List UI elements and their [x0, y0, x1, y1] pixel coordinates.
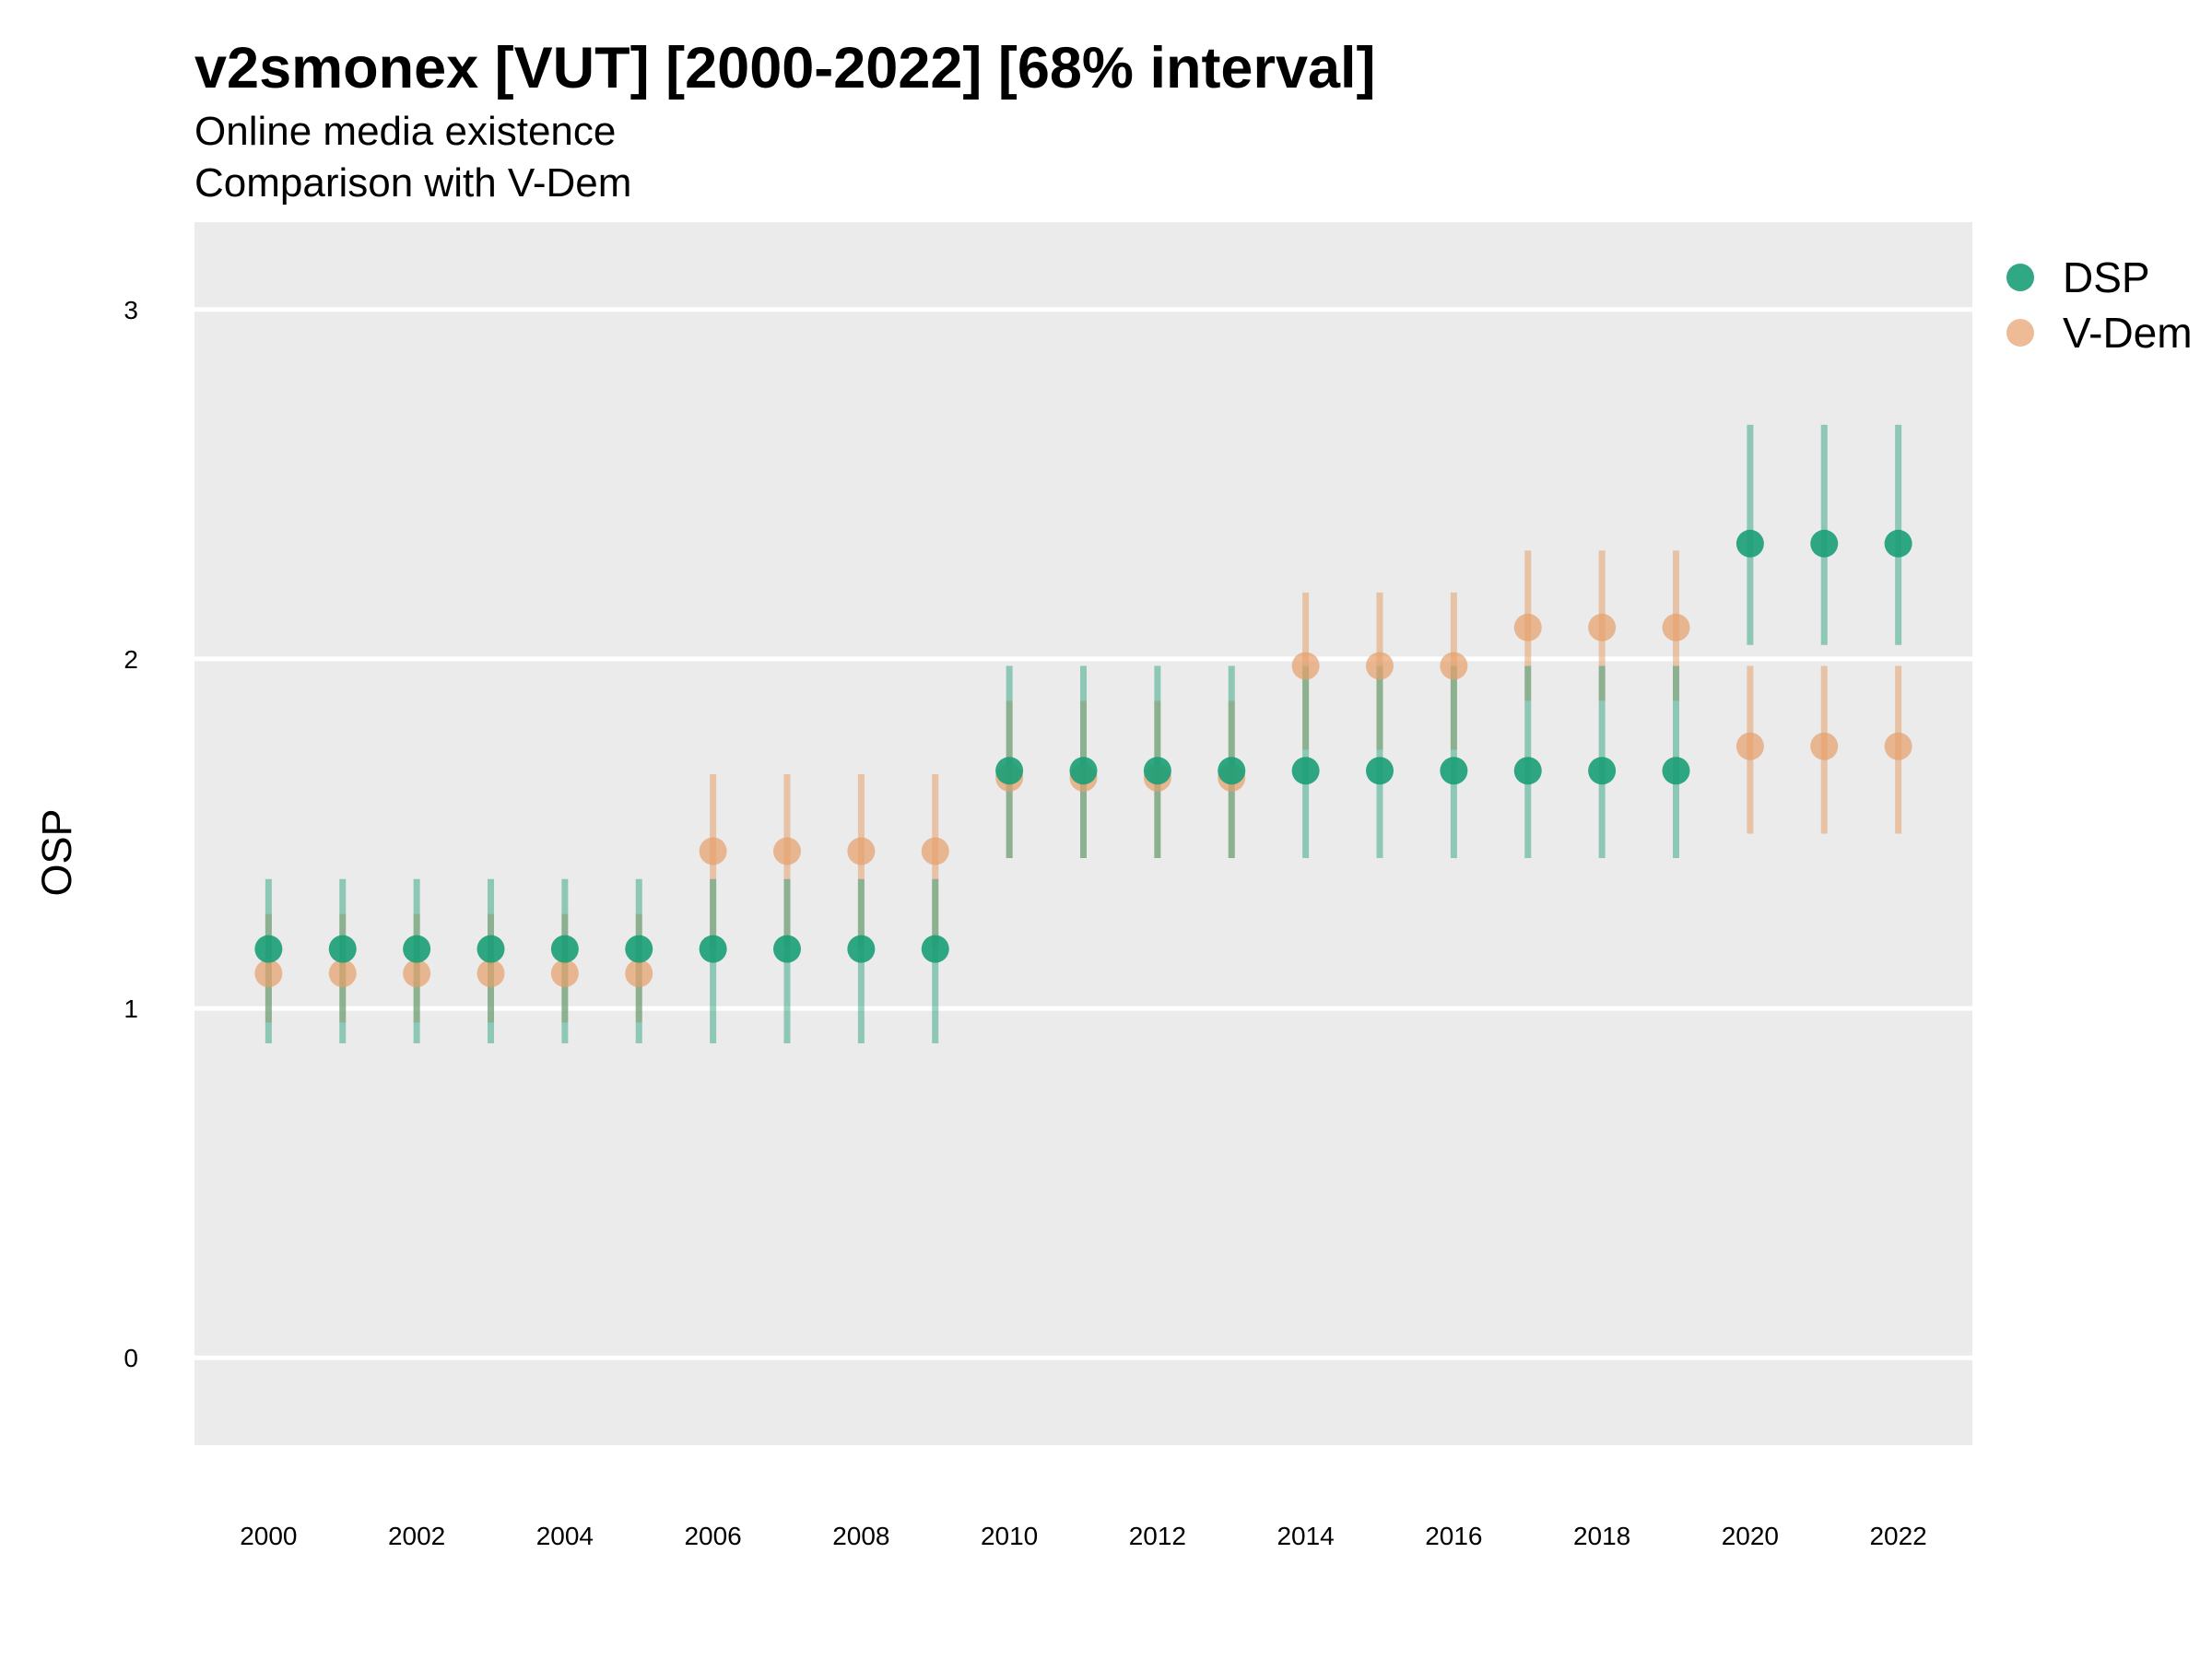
point-dsp-2002 [403, 935, 431, 963]
point-vdem-2015 [1366, 652, 1394, 680]
y-tick-label-3: 3 [124, 296, 138, 324]
point-dsp-2021 [1810, 529, 1839, 558]
point-dsp-2018 [1588, 757, 1617, 785]
legend: DSP V-Dem [2006, 253, 2193, 357]
x-tick-label-2004: 2004 [536, 1522, 594, 1550]
x-tick-label-2022: 2022 [1869, 1522, 1926, 1550]
point-dsp-2007 [773, 935, 801, 963]
point-vdem-2009 [921, 837, 949, 865]
point-dsp-2022 [1884, 529, 1912, 558]
point-vdem-2020 [1735, 732, 1764, 760]
y-axis-label: OSP [33, 808, 80, 896]
x-tick-label-2008: 2008 [832, 1522, 889, 1550]
x-tick-label-2002: 2002 [388, 1522, 445, 1550]
x-tick-label-2018: 2018 [1573, 1522, 1630, 1550]
point-vdem-2002 [403, 959, 431, 988]
chart-title: v2smonex [VUT] [2000-2022] [68% interval… [194, 36, 1376, 100]
x-tick-label-2020: 2020 [1722, 1522, 1779, 1550]
point-dsp-2006 [699, 935, 727, 963]
point-vdem-2005 [625, 959, 653, 988]
y-axis-ticks: 0 1 2 3 [124, 296, 138, 1372]
y-tick-label-2: 2 [124, 645, 138, 674]
point-dsp-2012 [1143, 757, 1171, 785]
point-dsp-2010 [995, 757, 1024, 785]
point-dsp-2011 [1069, 757, 1098, 785]
point-dsp-2003 [477, 935, 505, 963]
point-dsp-2020 [1735, 529, 1764, 558]
point-dsp-2019 [1662, 757, 1690, 785]
x-tick-label-2000: 2000 [240, 1522, 297, 1550]
data-marks [254, 424, 1912, 1043]
x-tick-label-2014: 2014 [1277, 1522, 1334, 1550]
chart-subtitle-2: Comparison with V-Dem [194, 160, 631, 206]
x-tick-label-2010: 2010 [981, 1522, 1038, 1550]
x-tick-label-2016: 2016 [1425, 1522, 1482, 1550]
x-tick-label-2006: 2006 [684, 1522, 741, 1550]
point-dsp-2001 [328, 935, 357, 963]
point-dsp-2004 [550, 935, 579, 963]
point-vdem-2017 [1513, 613, 1542, 641]
legend-dsp-marker [2006, 264, 2034, 291]
legend-vdem-marker [2006, 319, 2034, 347]
point-vdem-2018 [1588, 613, 1617, 641]
point-dsp-2008 [847, 935, 876, 963]
point-dsp-2015 [1366, 757, 1394, 785]
y-tick-label-0: 0 [124, 1344, 138, 1372]
point-vdem-2008 [847, 837, 876, 865]
point-vdem-2003 [477, 959, 505, 988]
point-vdem-2000 [254, 959, 283, 988]
point-dsp-2016 [1440, 757, 1468, 785]
chart-subtitle: Online media existence [194, 109, 616, 154]
legend-vdem-label: V-Dem [2063, 309, 2193, 357]
gridlines [154, 307, 1972, 1360]
point-dsp-2013 [1218, 757, 1246, 785]
legend-dsp-label: DSP [2063, 253, 2150, 301]
point-vdem-2016 [1440, 652, 1468, 680]
y-tick-label-1: 1 [124, 994, 138, 1023]
point-vdem-2022 [1884, 732, 1912, 760]
point-vdem-2004 [550, 959, 579, 988]
point-vdem-2007 [773, 837, 801, 865]
point-dsp-2017 [1513, 757, 1542, 785]
x-axis-ticks: 2000 2002 2004 2006 2008 2010 2012 2014 2016 2018… [240, 1522, 1927, 1550]
point-dsp-2009 [921, 935, 949, 963]
point-vdem-2021 [1810, 732, 1839, 760]
point-dsp-2005 [625, 935, 653, 963]
point-vdem-2019 [1662, 613, 1690, 641]
point-vdem-2001 [328, 959, 357, 988]
x-tick-label-2012: 2012 [1129, 1522, 1186, 1550]
point-vdem-2014 [1291, 652, 1320, 680]
point-vdem-2006 [699, 837, 727, 865]
point-dsp-2000 [254, 935, 283, 963]
point-dsp-2014 [1291, 757, 1320, 785]
